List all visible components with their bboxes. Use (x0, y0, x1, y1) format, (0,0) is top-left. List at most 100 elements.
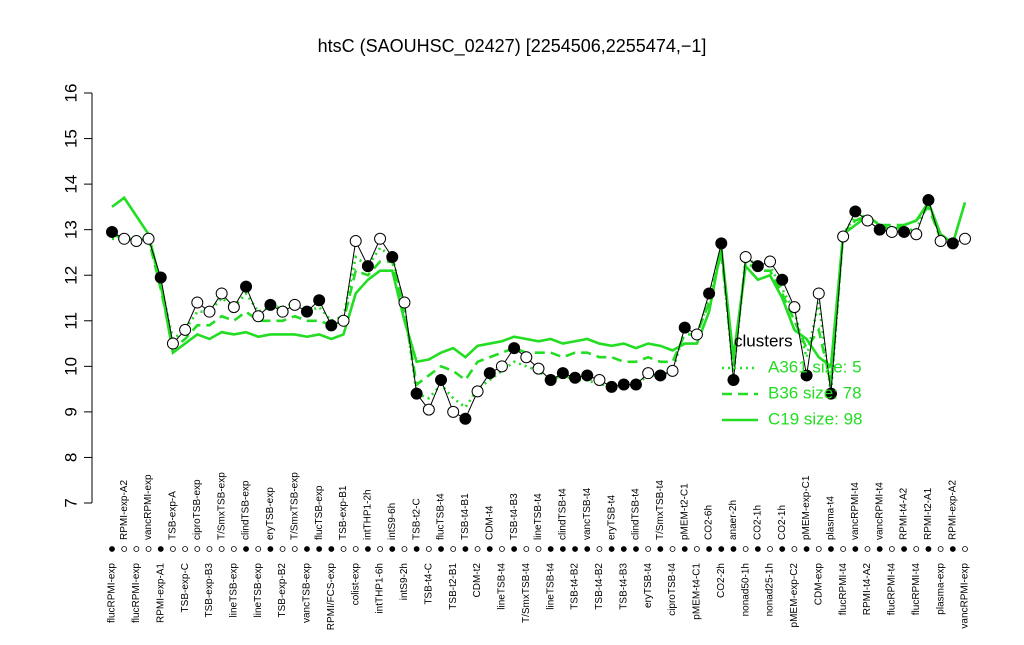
data-point (240, 280, 253, 293)
rug-dot (328, 546, 335, 552)
rug-dot (584, 546, 591, 552)
x-tick-label: CDM-exp (813, 563, 824, 606)
data-point (276, 305, 289, 318)
y-tick-label: 12 (61, 266, 80, 285)
x-tick-label: TSB-exp-B2 (277, 563, 288, 618)
data-point (678, 321, 691, 334)
rug-dot (949, 546, 956, 552)
y-tick-label: 9 (61, 407, 80, 416)
rug-dot (145, 546, 152, 552)
data-point (739, 251, 752, 263)
rug-dot (730, 546, 737, 552)
data-point (788, 301, 801, 314)
x-tick-label: flucTSB-exp (314, 485, 325, 540)
rug-dot (486, 546, 493, 552)
rug-dot (157, 546, 164, 552)
rug-dot (840, 546, 847, 552)
x-tick-label: RPMI-t2-A1 (923, 487, 934, 540)
data-point (410, 387, 423, 400)
data-point (495, 360, 508, 373)
data-point (642, 367, 655, 380)
rug-dot (401, 546, 408, 552)
data-point (264, 298, 277, 311)
cluster-line (111, 195, 967, 369)
data-point (605, 380, 618, 393)
rug-dot (669, 546, 676, 552)
rug-dot (364, 546, 371, 552)
rug-dot (255, 546, 262, 552)
rug-dot (304, 546, 310, 552)
x-tick-label: TSB-t4-B3 (509, 493, 520, 540)
data-point (885, 225, 898, 238)
x-tick-label: vancRPMI-t4 (850, 482, 861, 540)
y-tick-label: 14 (61, 175, 80, 194)
rug-dot (377, 546, 383, 552)
rug-dot (133, 546, 140, 552)
x-tick-label: RPMI-t4-A2 (899, 487, 910, 540)
x-tick-label: flucRPMI-exp (107, 563, 118, 623)
x-tick-label: TSB-t4-B2 (570, 563, 581, 610)
data-point (934, 235, 947, 248)
rug-dot (389, 546, 396, 552)
rug-dot (803, 546, 810, 552)
rug-dot (352, 546, 359, 552)
data-point (837, 230, 850, 243)
data-point (520, 351, 533, 364)
x-tick-label: TSB-exp-A (168, 491, 179, 540)
x-tick-label: flucRPMI-t4 (911, 563, 922, 616)
x-tick-label: intTHP1-2h (363, 489, 374, 540)
x-tick-label: plasma-t4 (826, 496, 837, 540)
rug-dot (706, 546, 712, 552)
data-point (398, 296, 411, 309)
x-tick-label: eryTSB-exp (265, 487, 276, 540)
x-tick-label: lineTSB-t4 (533, 493, 544, 540)
rug-dot (913, 546, 920, 552)
rug-dot (815, 546, 822, 552)
data-point (337, 314, 350, 327)
x-tick-label: clindTSB-t4 (631, 488, 642, 540)
data-point (617, 378, 630, 391)
x-tick-label: colist-exp (350, 563, 361, 606)
rug-dot (340, 546, 347, 552)
rug-dot (864, 546, 871, 552)
x-tick-label: vancTSB-t4 (582, 487, 593, 540)
x-tick-label: RPMI-exp-A1 (155, 563, 166, 623)
rug-dot (876, 546, 883, 552)
x-tick-label: vancRPMI-t4 (874, 482, 885, 540)
x-tick-label: pMEM-exp-C2 (789, 563, 800, 628)
chart-title: htsC (SAOUHSC_02427) [2254506,2255474,−1… (318, 36, 707, 57)
y-tick-label: 15 (61, 129, 80, 148)
data-point (142, 232, 155, 245)
legend-label: B36 size: 78 (768, 383, 862, 402)
x-tick-label: TSB-exp-B1 (338, 485, 349, 540)
data-point (849, 205, 862, 218)
rug-dot (742, 546, 749, 552)
rug-dot (559, 546, 566, 552)
data-point (959, 232, 971, 245)
data-point (581, 369, 594, 382)
x-tick-label: TSB-t2-C (411, 498, 422, 540)
rug-dot (828, 546, 834, 552)
rug-dot (657, 546, 664, 552)
x-tick-label: eryTSB-t4 (606, 495, 617, 540)
data-point (703, 287, 716, 300)
rug-dot (230, 546, 237, 552)
data-point (569, 371, 582, 384)
x-tick-label: plasma-exp (935, 563, 946, 615)
legend-label: A361 size: 5 (768, 357, 862, 376)
x-tick-label: TSB-t2-B1 (448, 563, 459, 610)
x-tick-label: lineTSB-exp (228, 563, 239, 618)
rug-dot (121, 546, 128, 552)
x-tick-label: eryTSB-t4 (643, 563, 654, 608)
data-point (508, 342, 521, 355)
x-tick-label: CO2-2h (716, 563, 727, 598)
data-point (361, 260, 374, 273)
data-point (252, 310, 265, 323)
rug-dot (937, 546, 944, 552)
data-point (203, 305, 216, 318)
data-point (593, 374, 606, 386)
x-tick-label: RPMI/FCS-exp (326, 563, 337, 631)
y-tick-label: 16 (61, 84, 80, 103)
